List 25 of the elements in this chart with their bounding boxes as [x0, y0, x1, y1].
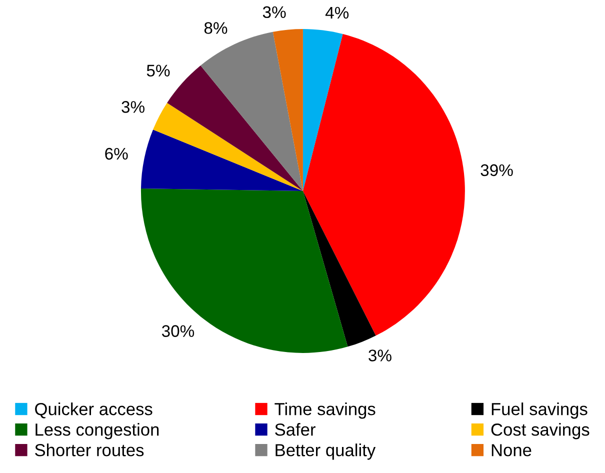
data-label: 4% — [325, 6, 349, 19]
data-label: 3% — [122, 101, 144, 113]
legend-label: Fuel savings — [492, 402, 588, 419]
legend-label: Better quality — [276, 444, 376, 460]
pie-slice — [140, 188, 348, 353]
data-label: 6% — [105, 148, 128, 160]
pie-slice — [153, 102, 303, 191]
data-label: 30% — [162, 325, 194, 337]
data-label: 8% — [204, 22, 228, 34]
legend-label: Cost savings — [491, 423, 590, 440]
data-label: 3% — [368, 350, 392, 362]
legend-label: None — [492, 444, 532, 456]
pie-slice — [272, 29, 303, 191]
legend-label: Less congestion — [36, 423, 159, 440]
pie-slice — [302, 34, 465, 336]
legend-label: Safer — [275, 423, 316, 436]
pie-slice — [140, 130, 303, 191]
legend-label: Shorter routes — [35, 444, 144, 456]
data-label: 5% — [146, 64, 170, 77]
pie-slice — [302, 29, 343, 191]
legend-label: Time savings — [274, 402, 376, 419]
legend-label: Quicker access — [35, 402, 152, 418]
pie-slice — [302, 190, 376, 347]
data-label: 39% — [480, 164, 513, 176]
data-label: 3% — [262, 6, 286, 18]
